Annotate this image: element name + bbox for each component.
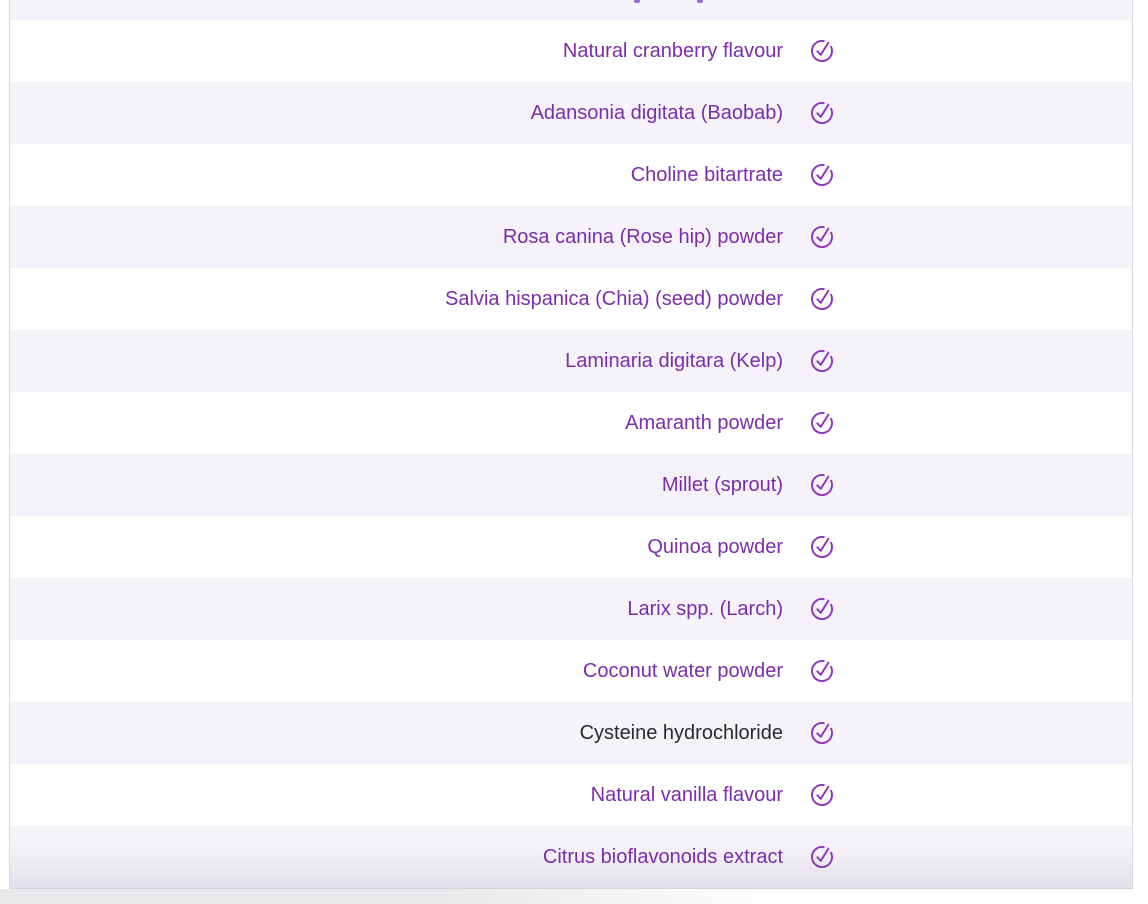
ingredient-name: Adansonia digitata (Baobab) [530,102,783,124]
check-circle-icon [811,784,833,806]
check-circle-icon [811,288,833,310]
spacer-cell [835,113,1132,114]
ingredient-row: Coconut water powder [10,640,1132,702]
ingredient-name-cell: Laminaria digitara (Kelp) [10,349,809,373]
ingredient-row: Millet (sprout) [10,454,1132,516]
check-cell [809,410,835,436]
check-cell [809,596,835,622]
ingredient-name-cell: Rosa canina (Rose hip) powder [10,225,809,249]
check-cell [809,38,835,64]
check-circle-icon [811,164,833,186]
check-cell [809,782,835,808]
ingredient-name-cell: Salvia hispanica (Chia) (seed) powder [10,287,809,311]
ingredient-name: Natural vanilla flavour [590,784,783,806]
ingredient-name-cell: Cysteine hydrochloride [10,721,809,745]
spacer-cell [835,237,1132,238]
ingredient-row: Adansonia digitata (Baobab) [10,82,1132,144]
check-cell [809,162,835,188]
ingredient-row: Cysteine hydrochloride [10,702,1132,764]
ingredient-name: Rosa canina (Rose hip) powder [502,226,783,248]
ingredient-row: Rosa canina (Rose hip) powder [10,206,1132,268]
ingredient-row: Larix spp. (Larch) [10,578,1132,640]
ingredient-row: Salvia hispanica (Chia) (seed) powder [10,268,1132,330]
ingredient-name-cell: Choline bitartrate [10,163,809,187]
ingredient-name: Salvia hispanica (Chia) (seed) powder [445,288,783,310]
ingredient-name-cell: Amaranth powder [10,411,809,435]
check-circle-icon [811,102,833,124]
ingredient-name-cell: Citrus bioflavonoids extract [10,845,809,869]
spacer-cell [835,547,1132,548]
spacer-cell [835,423,1132,424]
check-circle-icon [811,40,833,62]
check-cell [809,224,835,250]
ingredient-name: Coconut water powder [582,660,783,682]
check-cell [809,720,835,746]
check-cell [809,286,835,312]
check-circle-icon [811,226,833,248]
ingredient-name: Natural cranberry flavour [562,40,783,62]
check-cell [809,534,835,560]
ingredient-row: Laminaria digitara (Kelp) [10,330,1132,392]
check-cell [809,472,835,498]
check-cell [809,658,835,684]
check-cell [809,100,835,126]
ingredient-name-cell: Adansonia digitata (Baobab) [10,101,809,125]
ingredient-name: Larix spp. (Larch) [627,598,783,620]
spacer-cell [835,361,1132,362]
check-circle-icon [811,350,833,372]
ingredient-name: Cysteine hydrochloride [579,722,783,744]
spacer-cell [835,609,1132,610]
ingredient-row: Amaranth powder [10,392,1132,454]
check-circle-icon [811,846,833,868]
ingredient-name: Millet (sprout) [661,474,783,496]
ingredient-row: Natural vanilla flavour [10,764,1132,826]
ingredient-table: Natural cranberry flavour Adansonia digi… [9,0,1133,889]
clipped-row [10,0,1132,20]
check-circle-icon [811,722,833,744]
clipped-text-fragment [697,0,703,3]
ingredient-row: Natural cranberry flavour [10,20,1132,82]
ingredient-row: Citrus bioflavonoids extract [10,826,1132,888]
spacer-cell [835,175,1132,176]
spacer-cell [835,733,1132,734]
ingredient-name-cell: Larix spp. (Larch) [10,597,809,621]
ingredient-name: Citrus bioflavonoids extract [542,846,783,868]
check-circle-icon [811,598,833,620]
spacer-cell [835,485,1132,486]
check-circle-icon [811,536,833,558]
ingredient-row: Choline bitartrate [10,144,1132,206]
ingredient-name-cell: Millet (sprout) [10,473,809,497]
ingredient-name: Choline bitartrate [630,164,783,186]
ingredient-row: Quinoa powder [10,516,1132,578]
spacer-cell [835,671,1132,672]
ingredient-name-cell: Natural vanilla flavour [10,783,809,807]
check-circle-icon [811,660,833,682]
ingredient-name-cell: Coconut water powder [10,659,809,683]
spacer-cell [835,51,1132,52]
spacer-cell [835,795,1132,796]
ingredient-name: Laminaria digitara (Kelp) [565,350,783,372]
check-circle-icon [811,474,833,496]
spacer-cell [835,857,1132,858]
check-cell [809,844,835,870]
ingredient-name: Quinoa powder [647,536,783,558]
clipped-text-fragment [634,0,640,3]
check-cell [809,348,835,374]
ingredient-name-cell: Quinoa powder [10,535,809,559]
spacer-cell [835,299,1132,300]
ingredient-name: Amaranth powder [625,412,783,434]
bottom-shadow [0,889,800,904]
check-circle-icon [811,412,833,434]
ingredient-name-cell: Natural cranberry flavour [10,39,809,63]
